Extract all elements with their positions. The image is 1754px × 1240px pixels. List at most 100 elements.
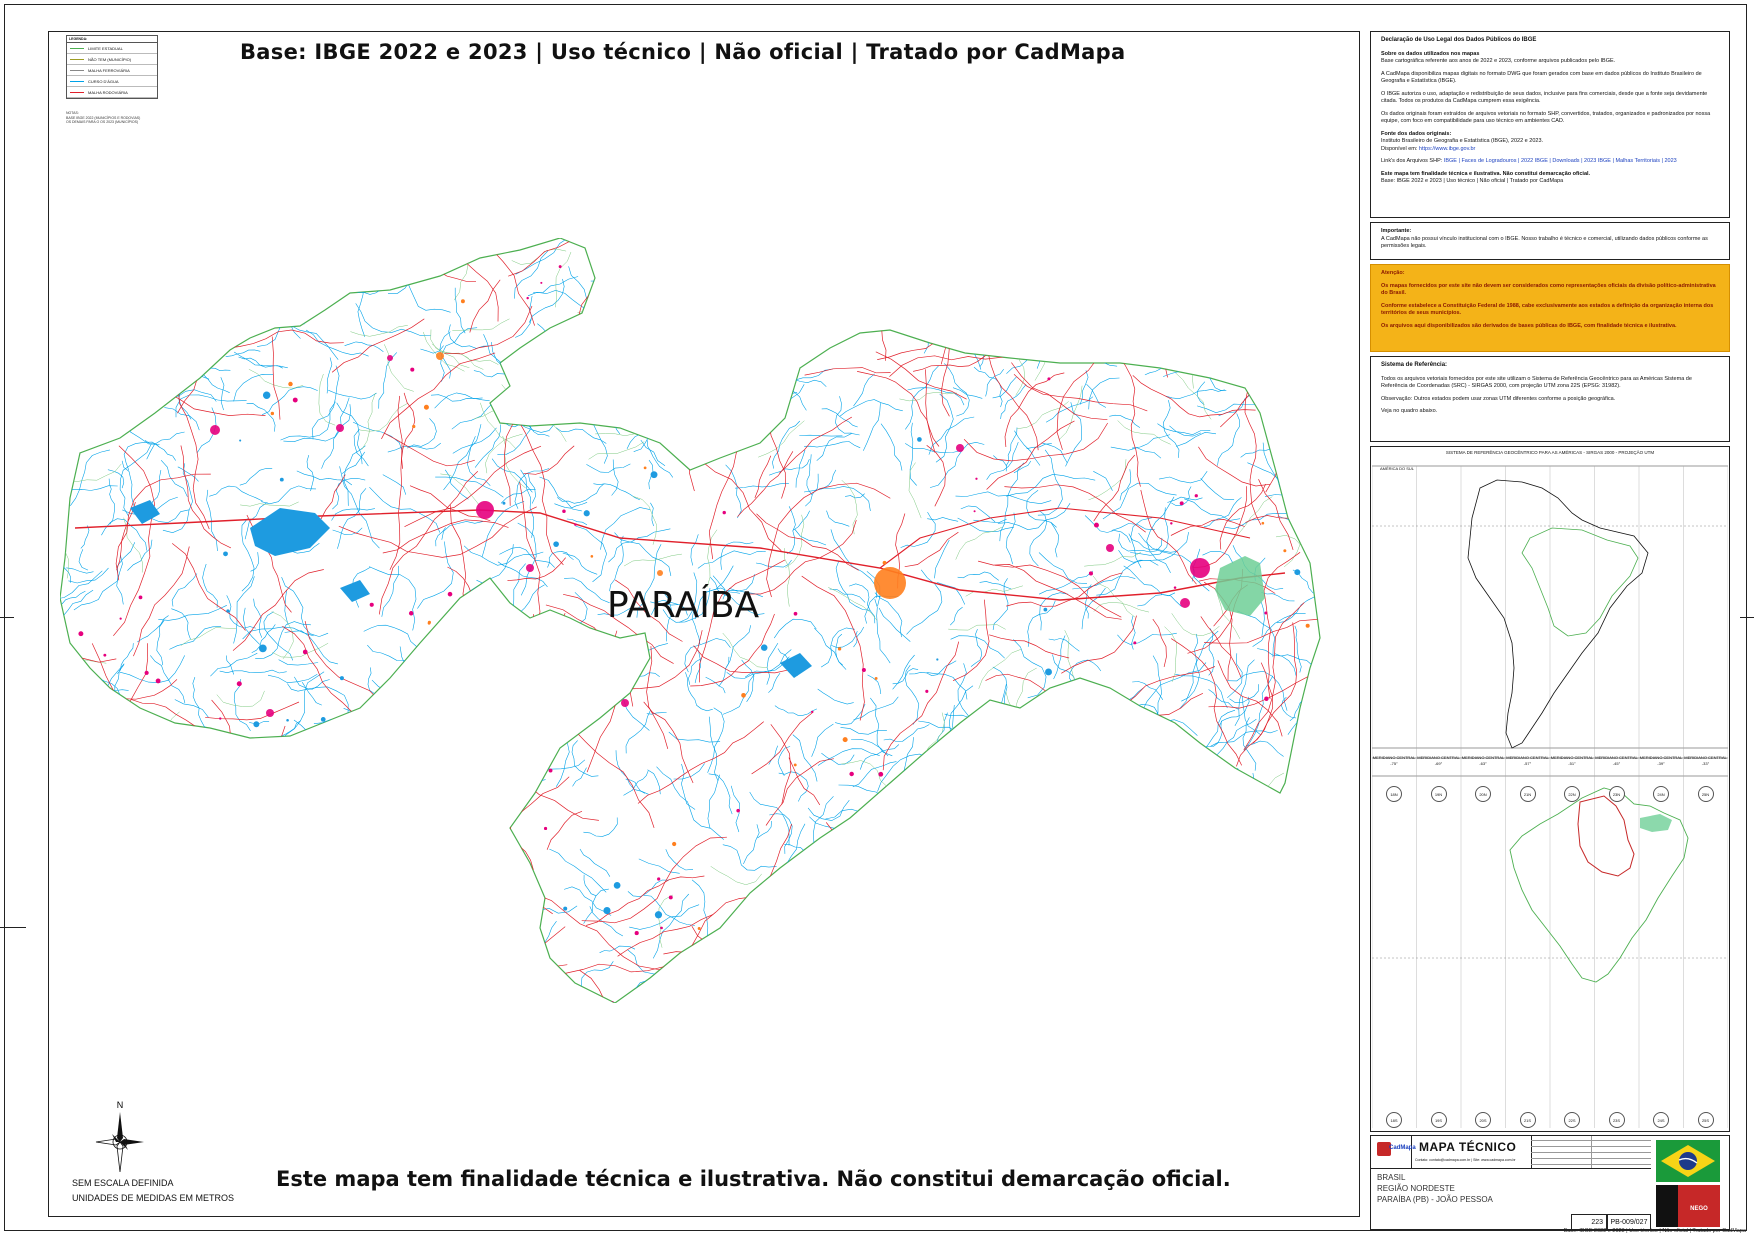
attention-paragraph-2: Conforme estabelece a Constituição Feder…: [1381, 302, 1714, 317]
meridian-label: MERIDIANO CENTRAL: [1550, 755, 1594, 760]
source-heading: Fonte dos dados originais:: [1381, 130, 1452, 137]
meridian-degrees: -45°: [1612, 761, 1621, 766]
north-label: N: [117, 1100, 124, 1110]
legend-label: CURSO D'ÁGUA: [88, 78, 119, 84]
utm-zone-badge: 21N: [1519, 786, 1536, 802]
brazil-outline-upper: [1521, 527, 1639, 637]
sheet-code: PB-009/027: [1607, 1214, 1651, 1230]
coastal-green-area: [1215, 556, 1265, 616]
revision-table: [1531, 1136, 1651, 1169]
reference-paragraph-2: Observação: Outros estados podem usar zo…: [1381, 395, 1616, 402]
shp-links[interactable]: IBGE | Faces de Logradouros | 2022 IBGE …: [1443, 158, 1677, 164]
meridian-degrees: -57°: [1523, 761, 1532, 766]
important-panel: Importante: A CadMapa não possui vínculo…: [1370, 222, 1730, 260]
legend-swatch: [70, 91, 84, 93]
about-paragraph-4: Os dados originais foram extraídos de ar…: [1381, 110, 1711, 125]
utm-zone-badge: 19S: [1430, 1112, 1447, 1128]
utm-meridian: MERIDIANO CENTRAL -51°: [1550, 755, 1594, 767]
meridian-degrees: -69°: [1434, 761, 1443, 766]
state-label: PARAÍBA: [607, 585, 760, 626]
meridian-label: MERIDIANO CENTRAL: [1417, 755, 1460, 760]
margin-tick-right: [1740, 617, 1754, 618]
reference-system-panel: Sistema de Referência: Todos os arquivos…: [1370, 356, 1730, 442]
legend-item: NÃO TEM (MUNICÍPIO): [67, 54, 157, 65]
cadmapa-logo: CadMapa: [1371, 1136, 1416, 1169]
legend-item: LIMITE ESTADUAL: [67, 43, 157, 54]
utm-zone-panel: [1370, 446, 1730, 1132]
utm-meridian: MERIDIANO CENTRAL -75°: [1372, 755, 1416, 767]
meridian-degrees: -39°: [1657, 761, 1665, 766]
purpose-line: Base: IBGE 2022 e 2023 | Uso técnico | N…: [1381, 178, 1564, 184]
utm-zone-badge: 20S: [1475, 1112, 1491, 1128]
legend-item: MALHA FERROVIÁRIA: [67, 65, 157, 76]
title-block: CadMapa MAPA TÉCNICO Contato: contato@ca…: [1370, 1135, 1730, 1230]
utm-zone-badge: 18N: [1386, 786, 1402, 802]
margin-tick-left-lower: [0, 927, 26, 928]
utm-zone-badge: 19N: [1430, 786, 1447, 802]
paraiba-flag-icon: NEGO: [1656, 1185, 1720, 1227]
legend-swatch: [70, 69, 84, 71]
brazil-flag-icon: [1656, 1140, 1720, 1182]
attention-panel: Atenção: Os mapas fornecidos por este si…: [1370, 264, 1730, 352]
utm-meridian: MERIDIANO CENTRAL -33°: [1684, 755, 1728, 767]
scale-note: SEM ESCALA DEFINIDA: [72, 1178, 174, 1188]
utm-zone-badge: 25S: [1697, 1112, 1714, 1128]
utm-zone-badge: 23N: [1608, 786, 1625, 802]
legend-label: MALHA FERROVIÁRIA: [88, 67, 130, 73]
meridian-degrees: -63°: [1479, 761, 1487, 766]
paraiba-state-map[interactable]: [60, 238, 1350, 1003]
meridian-label: MERIDIANO CENTRAL: [1684, 755, 1727, 760]
meridian-label: MERIDIANO CENTRAL: [1506, 755, 1549, 760]
reference-heading: Sistema de Referência:: [1381, 362, 1448, 368]
contact-line: Contato: contato@cadmapa.com.br | Site: …: [1415, 1158, 1516, 1162]
legend-label: MALHA RODOVIÁRIA: [88, 89, 128, 95]
attention-heading: Atenção:: [1381, 270, 1405, 276]
map-title: Base: IBGE 2022 e 2023 | Uso técnico | N…: [240, 40, 1126, 64]
legend-note-line: OS DEMAIS PARA O OS 2023 (MUNICÍPIOS): [66, 120, 139, 124]
legend-notes: NOTAS: BASE IBGE 2022 (MUNICÍPIOS E RODO…: [66, 111, 140, 125]
ibge-link[interactable]: https://www.ibge.gov.br: [1418, 145, 1476, 152]
legend-swatch: [70, 58, 84, 60]
shp-links-label: Link's dos Arquivos SHP:: [1381, 158, 1443, 164]
utm-meridian: MERIDIANO CENTRAL -39°: [1639, 755, 1683, 767]
margin-tick-left: [0, 617, 14, 618]
copyright-line: Base: IBGE 2022 e 2023 | Uso técnico | N…: [1563, 1228, 1746, 1234]
utm-zone-badge: 21S: [1519, 1112, 1536, 1128]
declaration-title: Declaração de Uso Legal dos Dados Públic…: [1381, 37, 1537, 43]
northeast-region-outline: [1577, 795, 1635, 877]
legend-label: NÃO TEM (MUNICÍPIO): [88, 56, 132, 62]
meridian-label: MERIDIANO CENTRAL: [1639, 755, 1683, 760]
meridian-label: MERIDIANO CENTRAL: [1461, 755, 1505, 760]
meridian-degrees: -51°: [1568, 761, 1576, 766]
legend-item: MALHA RODOVIÁRIA: [67, 87, 157, 98]
utm-chart-title: SISTEMA DE REFERÊNCIA GEOCÊNTRICO PARA A…: [1445, 450, 1655, 455]
meridian-label: MERIDIANO CENTRAL: [1372, 755, 1416, 760]
sheet-number: 223: [1571, 1214, 1607, 1230]
utm-meridian: MERIDIANO CENTRAL -57°: [1506, 755, 1550, 767]
utm-zone-badge: 22S: [1564, 1112, 1580, 1128]
map-frame: [48, 31, 1360, 1217]
important-heading: Importante:: [1381, 228, 1412, 234]
utm-meridian: MERIDIANO CENTRAL -69°: [1417, 755, 1461, 767]
about-heading: Sobre os dados utilizados nos mapas: [1381, 50, 1480, 57]
reference-paragraph-3: Veja no quadro abaixo.: [1381, 408, 1438, 414]
utm-zone-badge: 18S: [1386, 1112, 1402, 1128]
legend-note-line: NOTAS:: [66, 111, 79, 115]
utm-zone-badge: 20N: [1475, 786, 1491, 802]
about-paragraph-3: O IBGE autoriza o uso, adaptação e redis…: [1381, 90, 1708, 105]
state-city-line: PARAÍBA (PB) - JOÃO PESSOA: [1377, 1195, 1493, 1204]
utm-zone-badge: 24S: [1653, 1112, 1669, 1128]
attention-paragraph-3: Os arquivos aqui disponibilizados são de…: [1381, 322, 1677, 329]
legend-swatch: [70, 80, 84, 82]
legend-item: CURSO D'ÁGUA: [67, 76, 157, 87]
attention-paragraph-1: Os mapas fornecidos por este site não de…: [1381, 282, 1716, 297]
meridian-label: MERIDIANO CENTRAL: [1595, 755, 1638, 760]
about-paragraph-1: Base cartográfica referente aos anos de …: [1381, 58, 1616, 64]
scale-notes: SEM ESCALA DEFINIDA UNIDADES DE MEDIDAS …: [72, 1176, 234, 1206]
utm-meridian: MERIDIANO CENTRAL -45°: [1595, 755, 1639, 767]
reference-paragraph-1: Todos os arquivos vetoriais fornecidos p…: [1381, 375, 1692, 390]
meridian-degrees: -33°: [1701, 761, 1710, 766]
legend-heading: LEGENDA:: [67, 36, 157, 43]
paraiba-highlight: [1640, 814, 1672, 832]
region-line: REGIÃO NORDESTE: [1377, 1184, 1455, 1193]
